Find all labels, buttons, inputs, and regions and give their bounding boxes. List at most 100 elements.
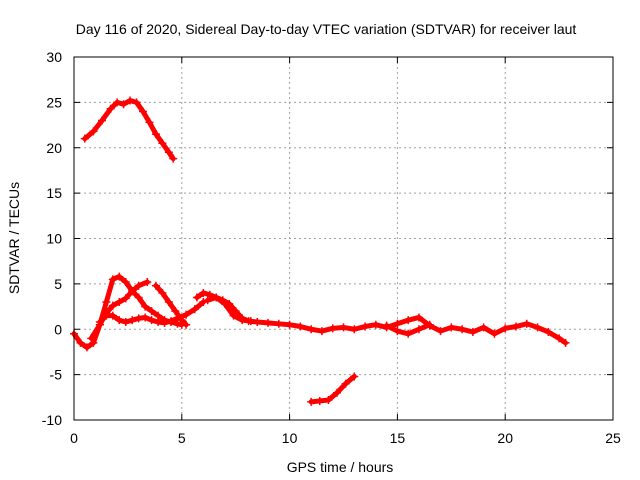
data-point xyxy=(307,325,316,334)
data-point xyxy=(164,298,173,307)
data-point xyxy=(307,397,316,406)
data-point xyxy=(160,318,169,327)
series-line xyxy=(194,290,569,346)
data-point xyxy=(134,293,143,302)
y-tick-label: 15 xyxy=(46,185,62,201)
data-point xyxy=(80,134,89,143)
data-point xyxy=(447,323,456,332)
data-point xyxy=(229,311,238,320)
x-tick-label: 20 xyxy=(497,430,513,446)
y-tick-label: -10 xyxy=(42,412,62,428)
data-point xyxy=(141,302,150,311)
series-track-6 xyxy=(192,288,570,347)
data-point xyxy=(89,338,98,347)
data-point xyxy=(212,293,221,302)
data-point xyxy=(121,317,130,326)
data-point xyxy=(468,327,477,336)
data-point xyxy=(490,329,499,338)
data-point xyxy=(108,311,117,320)
y-tick-label: 30 xyxy=(46,49,62,65)
data-point xyxy=(119,100,128,109)
data-point xyxy=(371,320,380,329)
data-point xyxy=(555,334,564,343)
data-point xyxy=(511,322,520,331)
data-point xyxy=(151,281,160,290)
y-tick-label: 5 xyxy=(54,276,62,292)
x-tick-label: 15 xyxy=(390,430,406,446)
data-point xyxy=(82,343,91,352)
data-point xyxy=(328,324,337,333)
data-point xyxy=(154,317,163,326)
data-point xyxy=(158,139,167,148)
data-point xyxy=(544,327,553,336)
series-line xyxy=(82,98,176,162)
grid-lines xyxy=(74,57,613,420)
data-point xyxy=(147,307,156,316)
data-point xyxy=(317,327,326,336)
data-point xyxy=(134,314,143,323)
data-point xyxy=(436,327,445,336)
data-point xyxy=(89,127,98,136)
data-point xyxy=(274,319,283,328)
data-point xyxy=(182,310,191,319)
data-point xyxy=(414,313,423,322)
plot-area xyxy=(70,96,570,406)
data-point xyxy=(134,281,143,290)
data-point xyxy=(253,317,262,326)
data-point xyxy=(158,288,167,297)
data-point xyxy=(76,338,85,347)
data-point xyxy=(87,334,96,343)
data-point xyxy=(121,294,130,303)
data-point xyxy=(341,379,350,388)
data-point xyxy=(414,325,423,334)
data-point xyxy=(404,329,413,338)
data-point xyxy=(393,319,402,328)
series-track-5 xyxy=(151,281,191,329)
data-point xyxy=(115,272,124,281)
data-point xyxy=(479,323,488,332)
data-point xyxy=(199,288,208,297)
data-point xyxy=(393,327,402,336)
data-point xyxy=(126,96,135,105)
series-track-4 xyxy=(87,278,152,343)
data-point xyxy=(315,396,324,405)
data-point xyxy=(121,278,130,287)
data-point xyxy=(350,372,359,381)
axis-ticks: 0 5 10 15 20 25 -10 -5 0 5 10 15 20 25 30 xyxy=(42,49,621,446)
y-tick-label: 25 xyxy=(46,94,62,110)
data-point xyxy=(102,298,111,307)
data-point xyxy=(169,154,178,163)
data-point xyxy=(350,325,359,334)
axes-frame xyxy=(73,56,614,421)
data-point xyxy=(324,396,333,405)
data-point xyxy=(220,299,229,308)
data-point xyxy=(141,313,150,322)
x-axis-label: GPS time / hours xyxy=(287,459,394,475)
data-point xyxy=(425,320,434,329)
data-point xyxy=(113,98,122,107)
series-track-2 xyxy=(70,272,186,352)
data-point xyxy=(95,320,104,329)
y-axis-label: SDTVAR / TECUs xyxy=(6,182,22,294)
data-point xyxy=(167,317,176,326)
data-point xyxy=(203,296,212,305)
series-track-9 xyxy=(307,372,359,406)
y-tick-label: 0 xyxy=(54,321,62,337)
data-point xyxy=(339,323,348,332)
data-point xyxy=(182,320,191,329)
data-point xyxy=(145,118,154,127)
data-point xyxy=(522,319,531,328)
series-track-7 xyxy=(203,293,255,326)
data-point xyxy=(333,388,342,397)
data-point xyxy=(458,325,467,334)
x-tick-label: 10 xyxy=(282,430,298,446)
data-point xyxy=(177,316,186,325)
data-point xyxy=(533,323,542,332)
data-point xyxy=(501,324,510,333)
data-point xyxy=(238,316,247,325)
data-point xyxy=(561,338,570,347)
data-point xyxy=(285,320,294,329)
data-point xyxy=(264,318,273,327)
data-point xyxy=(128,287,137,296)
